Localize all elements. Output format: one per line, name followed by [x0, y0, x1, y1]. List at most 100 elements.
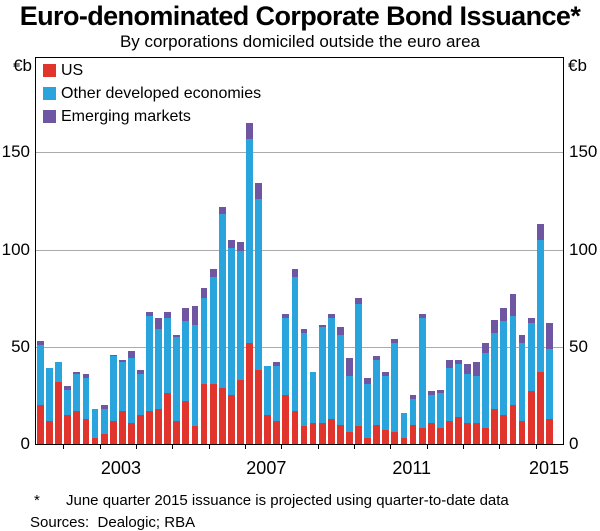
bar-2007Q1-us	[246, 342, 253, 444]
bar-2014Q1-em	[500, 307, 508, 322]
bar-2008Q1-ode	[282, 317, 290, 396]
bar-2002Q2-us	[73, 410, 81, 444]
x-tick-2009	[317, 445, 319, 449]
x-tick-2011	[390, 445, 392, 449]
bar-2011Q4-ode	[418, 317, 426, 429]
bar-2008Q2-us	[291, 410, 299, 444]
bar-2010Q4-us	[382, 430, 390, 444]
bar-2003Q2-us	[109, 420, 117, 444]
bar-2006Q3-em	[227, 239, 235, 248]
bar-2013Q4-ode	[491, 333, 499, 409]
bar-2002Q4-us	[91, 438, 99, 444]
bar-2012Q4-us	[455, 416, 462, 444]
bar-2013Q1-us	[464, 422, 471, 444]
bar-2010Q1-us	[355, 426, 362, 444]
bar-2010Q2-us	[364, 438, 371, 444]
bar-2010Q4-ode	[382, 375, 390, 431]
footnote-marker: *	[34, 492, 40, 509]
bar-2014Q4-em	[527, 317, 535, 324]
bar-2009Q3-em	[336, 327, 344, 336]
bar-2014Q2-us	[509, 405, 517, 444]
bar-2014Q3-ode	[518, 342, 526, 421]
bar-2004Q2-us	[146, 410, 153, 444]
bar-2008Q3-us	[300, 426, 308, 444]
bar-2004Q1-us	[137, 414, 144, 444]
bar-2015Q2-us	[545, 418, 553, 444]
gridline-100	[36, 249, 563, 251]
bar-2009Q2-ode	[327, 317, 335, 419]
bar-2013Q1-em	[464, 364, 471, 374]
bar-2012Q4-em	[455, 360, 462, 365]
bar-2001Q4-ode	[55, 362, 63, 382]
x-tick-2004	[135, 445, 137, 449]
chart-title: Euro-denominated Corporate Bond Issuance…	[19, 1, 581, 31]
x-tick-2002	[63, 445, 65, 449]
bar-2014Q2-ode	[509, 315, 517, 406]
bar-2003Q4-em	[127, 350, 135, 359]
gridline-150	[36, 152, 563, 154]
bar-2011Q1-em	[391, 338, 399, 343]
bar-2008Q2-ode	[291, 276, 299, 411]
bar-2005Q1-us	[173, 420, 181, 444]
bar-2011Q4-us	[418, 428, 426, 444]
bar-2004Q2-em	[146, 311, 153, 316]
bar-2011Q2-us	[400, 438, 408, 444]
y-axis-unit-right: €b	[568, 56, 587, 75]
bar-2008Q2-em	[291, 268, 299, 277]
bar-2004Q3-em	[155, 317, 163, 330]
bar-2005Q1-ode	[173, 337, 181, 421]
bar-2006Q2-ode	[218, 214, 226, 388]
bar-2005Q2-us	[182, 401, 190, 444]
bar-2009Q1-us	[318, 422, 326, 444]
bar-2012Q3-ode	[445, 368, 453, 421]
bar-2002Q1-us	[64, 414, 72, 444]
bar-2004Q4-em	[164, 311, 172, 318]
bar-2014Q4-ode	[527, 323, 535, 392]
bar-2006Q1-ode	[209, 276, 217, 384]
x-tick-2003	[99, 445, 101, 449]
bar-2008Q3-ode	[300, 333, 308, 427]
bar-2010Q1-em	[355, 298, 362, 304]
bar-2014Q1-us	[500, 414, 508, 444]
bar-2011Q3-ode	[409, 399, 417, 425]
bar-2005Q2-ode	[182, 321, 190, 402]
bar-2005Q4-us	[200, 383, 208, 444]
bar-2011Q3-em	[409, 395, 417, 400]
bar-2003Q3-em	[118, 360, 126, 363]
y-tick-label-100-left: 100	[1, 239, 30, 259]
bar-2002Q4-ode	[91, 408, 99, 439]
bar-2014Q3-us	[518, 420, 526, 444]
bar-2010Q1-ode	[355, 303, 362, 427]
bar-2013Q4-us	[491, 408, 499, 444]
bar-2004Q1-ode	[137, 373, 144, 415]
bar-2007Q4-us	[273, 420, 281, 444]
y-tick-label-100-right: 100	[569, 239, 598, 259]
bar-2013Q3-em	[482, 342, 490, 353]
bar-2008Q4-us	[309, 422, 317, 444]
bar-2013Q2-em	[473, 362, 481, 376]
gridline-50	[36, 346, 563, 348]
bar-2002Q2-em	[73, 372, 81, 374]
bar-2002Q3-em	[82, 373, 90, 378]
bar-2009Q4-em	[346, 358, 353, 376]
bar-2005Q4-em	[200, 288, 208, 299]
x-tick-2013	[463, 445, 465, 449]
bar-2003Q4-us	[127, 422, 135, 444]
y-tick-label-50-right: 50	[569, 336, 588, 356]
x-tick-2005	[172, 445, 174, 449]
bar-2004Q2-ode	[146, 315, 153, 411]
bar-2002Q1-ode	[64, 389, 72, 415]
bar-2010Q3-ode	[373, 360, 381, 425]
x-tick-2008	[281, 445, 283, 449]
bar-2003Q4-ode	[127, 358, 135, 423]
bar-2013Q3-ode	[482, 352, 490, 429]
bar-2014Q2-em	[509, 294, 517, 316]
y-tick-label-150-left: 150	[1, 142, 30, 162]
bar-2010Q2-ode	[364, 383, 371, 439]
bar-2006Q4-ode	[236, 251, 244, 380]
emerging-markets-swatch-icon	[43, 110, 56, 123]
bar-2003Q1-em	[100, 405, 108, 409]
x-year-label-2007: 2007	[246, 458, 287, 478]
bar-2005Q3-ode	[191, 325, 199, 427]
